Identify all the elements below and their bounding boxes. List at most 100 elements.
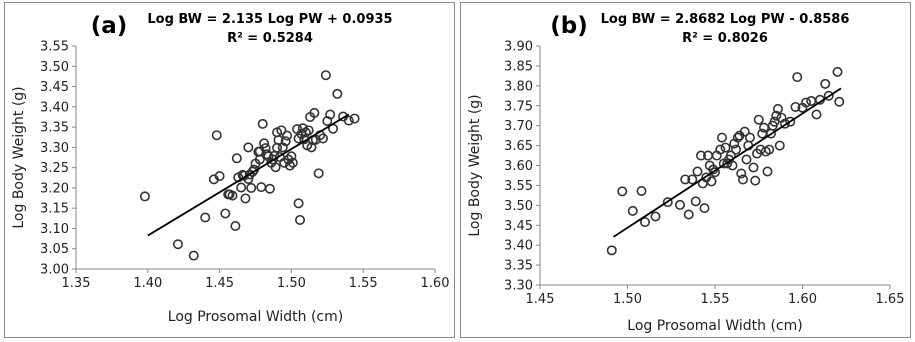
- y-tick-label: 3.65: [504, 139, 533, 154]
- data-point: [139, 191, 150, 202]
- data-point: [211, 130, 222, 141]
- data-point: [293, 198, 304, 209]
- y-tick-label: 3.15: [40, 202, 69, 217]
- data-point: [662, 197, 673, 208]
- x-tick-label: 1.45: [526, 292, 555, 307]
- regression-equation: Log BW = 2.135 Log PW + 0.0935: [147, 12, 392, 27]
- data-point: [730, 144, 741, 155]
- data-point: [243, 142, 254, 153]
- y-tick-label: 3.50: [504, 199, 533, 214]
- trendline: [613, 87, 842, 238]
- scatter-plot-b: 3.30 3.35 3.40 3.45 3.50 3.55 3.60 3.65 3.70 3.75…: [467, 12, 905, 334]
- data-point: [744, 132, 755, 143]
- y-tick-label: 3.50: [40, 60, 69, 75]
- y-axis-label: Log Body Weight (g): [467, 94, 483, 236]
- data-point: [706, 176, 717, 187]
- regression-equation: Log BW = 2.8682 Log PW - 0.8586: [601, 12, 850, 27]
- data-point: [696, 150, 707, 161]
- data-point: [256, 182, 267, 193]
- x-tick-label: 1.50: [277, 276, 306, 291]
- x-tick-label: 1.50: [613, 292, 642, 307]
- data-point: [774, 140, 785, 151]
- data-point: [640, 217, 651, 228]
- x-tick-label: 1.60: [788, 292, 817, 307]
- y-tick-label: 3.75: [504, 99, 533, 114]
- data-point: [764, 144, 775, 155]
- x-tick-label: 1.55: [701, 292, 730, 307]
- data-point: [303, 125, 314, 136]
- data-point: [736, 168, 747, 179]
- data-point: [231, 153, 242, 164]
- data-point: [832, 66, 843, 77]
- x-tick-label: 1.60: [421, 276, 450, 291]
- x-tick-label: 1.55: [349, 276, 378, 291]
- data-point: [650, 211, 661, 222]
- data-point: [273, 135, 284, 146]
- data-point: [236, 182, 247, 193]
- y-tick-label: 3.35: [504, 259, 533, 274]
- chart-panel-a: 3.00 3.05 3.10 3.15 3.20 3.25 3.30 3.35 3.40 3.45…: [4, 2, 455, 338]
- y-tick-label: 3.20: [40, 181, 69, 196]
- data-point: [820, 78, 831, 89]
- y-tick-label: 3.40: [40, 100, 69, 115]
- y-tick-label: 3.30: [504, 279, 533, 294]
- trendline: [147, 113, 350, 237]
- data-point: [716, 132, 727, 143]
- data-point: [779, 118, 790, 129]
- data-point: [710, 167, 721, 178]
- y-tick-label: 3.30: [40, 141, 69, 156]
- data-point: [699, 203, 710, 214]
- data-point: [343, 115, 354, 126]
- data-point: [675, 199, 686, 210]
- y-tick-label: 3.25: [40, 161, 69, 176]
- data-point: [762, 166, 773, 177]
- data-point: [750, 175, 761, 186]
- data-point: [748, 162, 759, 173]
- data-point: [313, 168, 324, 179]
- data-point: [276, 125, 287, 136]
- data-point: [687, 174, 698, 185]
- data-point: [727, 160, 738, 171]
- data-point: [692, 166, 703, 177]
- data-point: [227, 190, 238, 201]
- data-point: [715, 144, 726, 155]
- y-tick-label: 3.55: [40, 40, 69, 55]
- y-tick-label: 3.85: [504, 59, 533, 74]
- data-point: [790, 101, 801, 112]
- data-point: [720, 142, 731, 153]
- x-tick-label: 1.40: [133, 276, 162, 291]
- data-point: [270, 162, 281, 173]
- data-point: [823, 90, 834, 101]
- data-point: [785, 116, 796, 127]
- data-point: [683, 209, 694, 220]
- x-axis-label: Log Prosomal Width (cm): [168, 309, 343, 325]
- data-point: [349, 113, 360, 124]
- panel-label: (b): [550, 13, 588, 39]
- data-point: [732, 132, 743, 143]
- data-point: [317, 133, 328, 144]
- data-point: [277, 142, 288, 153]
- scatter-plot-a: 3.00 3.05 3.10 3.15 3.20 3.25 3.30 3.35 3.40 3.45…: [11, 12, 450, 325]
- data-point: [230, 221, 241, 232]
- x-axis-label: Log Prosomal Width (cm): [627, 318, 802, 334]
- data-point: [257, 118, 268, 129]
- y-tick-label: 3.10: [40, 222, 69, 237]
- x-tick-label: 1.65: [876, 292, 905, 307]
- data-point: [264, 183, 275, 194]
- panel-label: (a): [91, 13, 128, 39]
- r-squared-label: R² = 0.8026: [682, 31, 768, 46]
- chart-panel-b: 3.30 3.35 3.40 3.45 3.50 3.55 3.60 3.65 3.70 3.75…: [460, 2, 911, 338]
- y-tick-label: 3.05: [40, 242, 69, 257]
- data-point: [636, 185, 647, 196]
- data-point: [309, 107, 320, 118]
- data-point: [617, 186, 628, 197]
- data-point: [772, 103, 783, 114]
- data-point: [306, 142, 317, 153]
- y-tick-label: 3.60: [504, 159, 533, 174]
- data-point: [284, 160, 295, 171]
- data-point: [259, 138, 270, 149]
- data-point: [287, 157, 298, 168]
- data-point: [690, 196, 701, 207]
- y-tick-label: 3.55: [504, 179, 533, 194]
